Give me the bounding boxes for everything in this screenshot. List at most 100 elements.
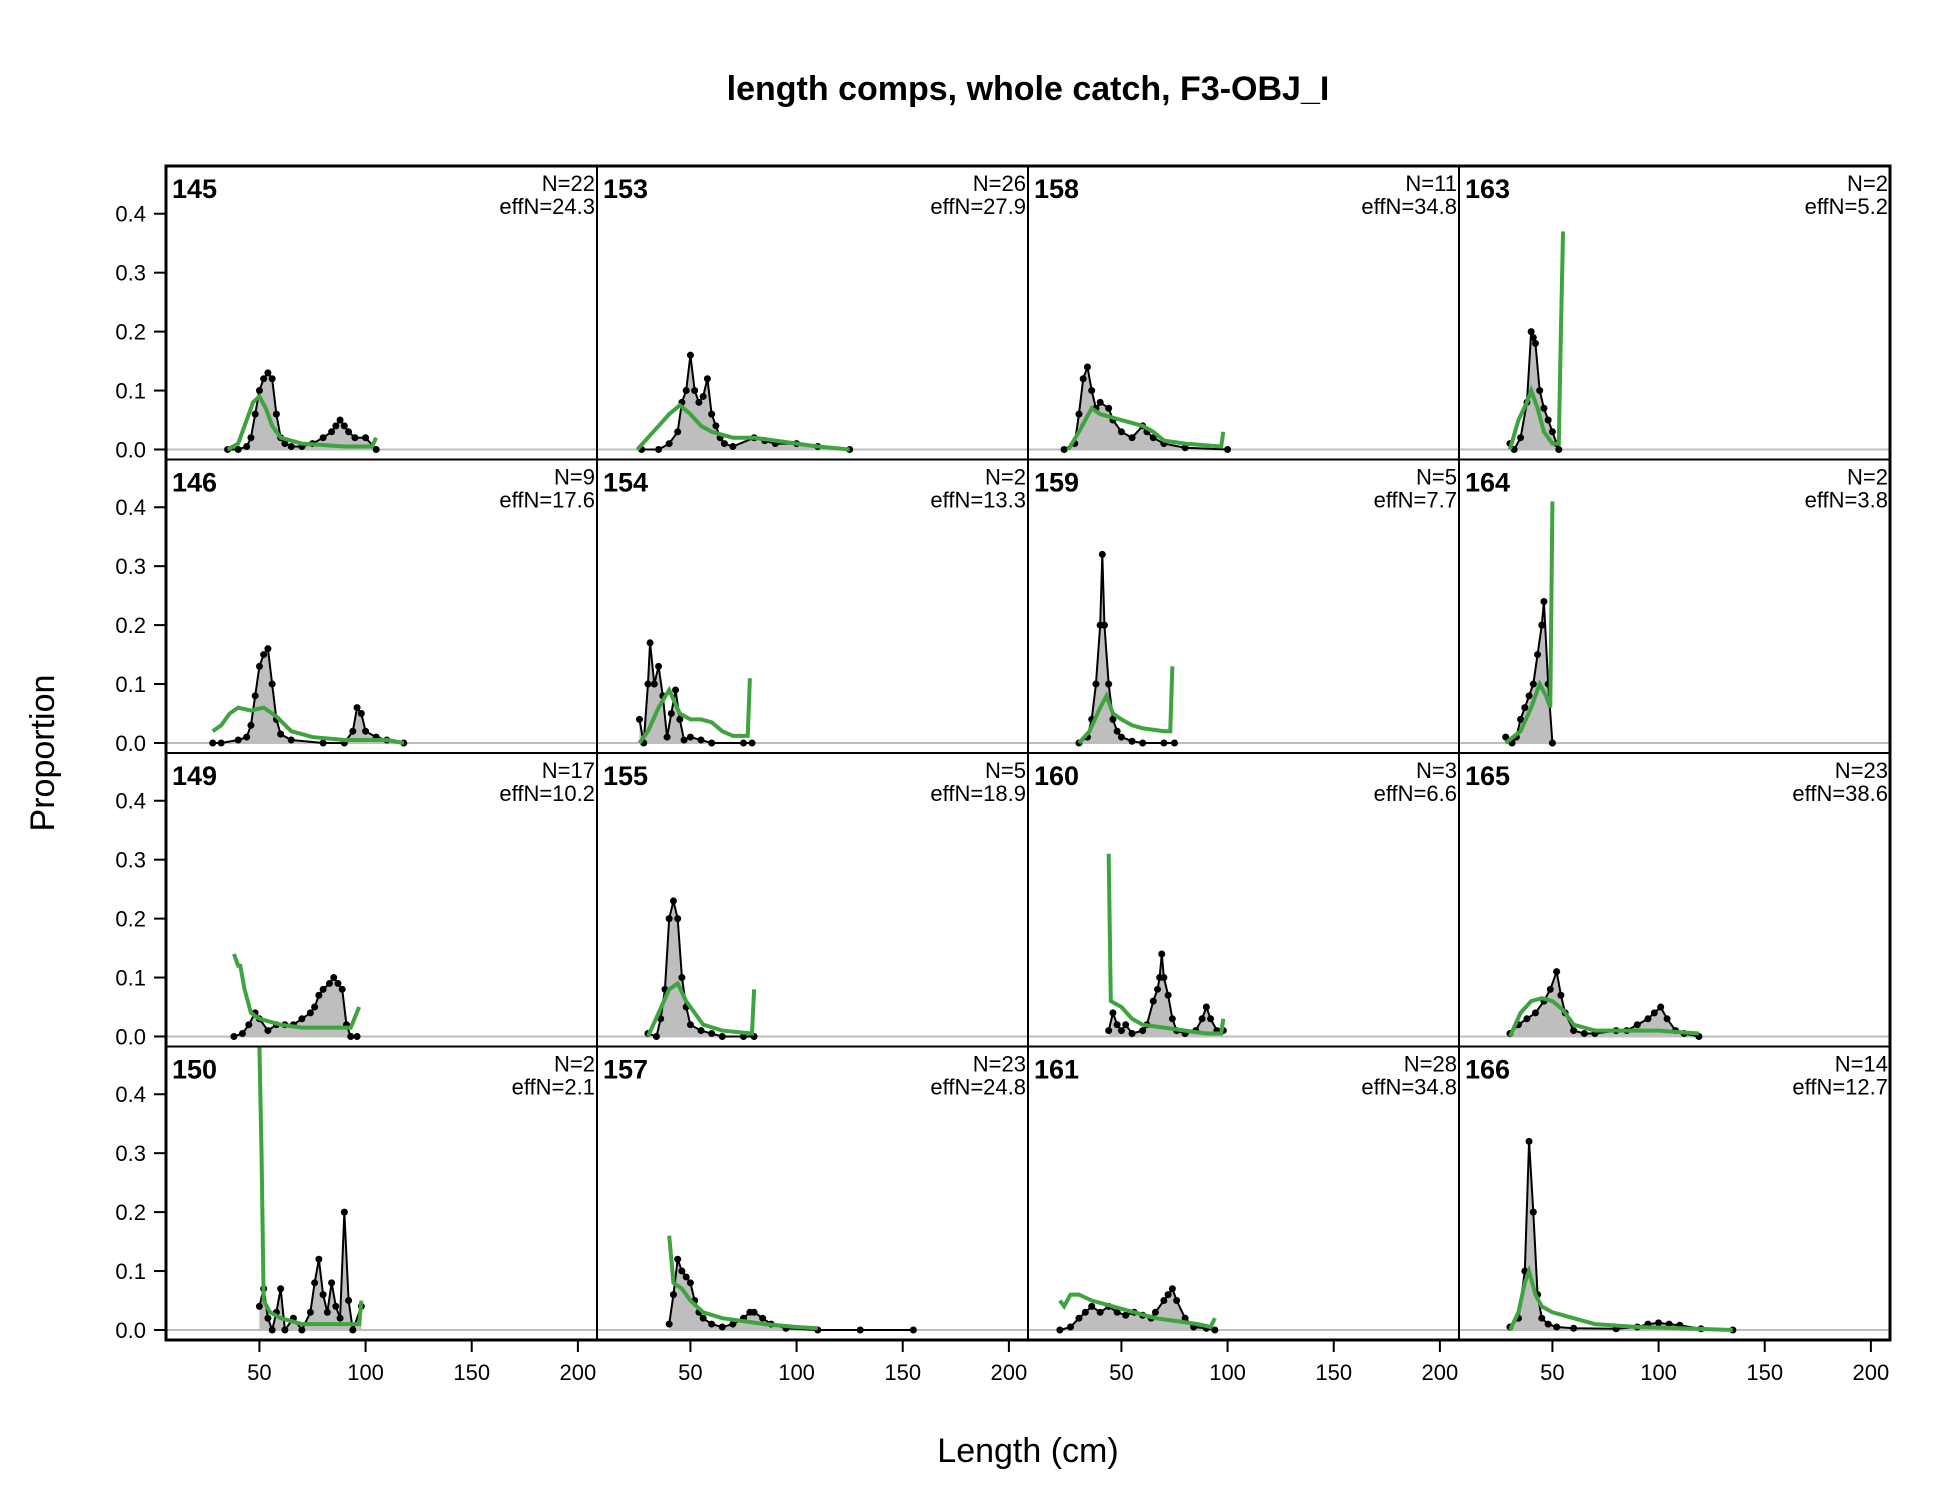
observed-point — [1149, 997, 1157, 1005]
expected-line — [635, 402, 850, 452]
panel-label: 161 — [1034, 1055, 1079, 1085]
observed-point — [1665, 1320, 1673, 1328]
observed-point — [353, 704, 361, 712]
expected-line — [1058, 1292, 1217, 1330]
observed-point — [655, 662, 663, 670]
observed-point — [699, 392, 707, 400]
expected-line — [1066, 405, 1226, 451]
observed-point — [345, 428, 353, 436]
observed-point — [1092, 680, 1100, 688]
panel-label: 157 — [603, 1055, 648, 1085]
observed-point — [1151, 1308, 1159, 1316]
panel-plot-area — [1028, 853, 1459, 1038]
observed-point — [669, 897, 677, 905]
chart-title: length comps, whole catch, F3-OBJ_I — [727, 70, 1330, 108]
x-tick-label: 200 — [1422, 1360, 1459, 1385]
panel-n: N=17 — [542, 758, 595, 783]
observed-point — [1202, 1003, 1210, 1011]
observed-point — [1538, 621, 1546, 629]
observed-point — [264, 1027, 272, 1035]
observed-point — [1207, 1015, 1215, 1023]
observed-point — [362, 727, 370, 735]
observed-point — [1580, 1030, 1588, 1038]
observed-area — [647, 900, 755, 1037]
observed-point — [330, 974, 338, 982]
observed-point — [1075, 410, 1083, 418]
panel-plot-area — [166, 953, 597, 1040]
panel-effn: effN=3.8 — [1805, 488, 1888, 513]
observed-point — [255, 662, 263, 670]
observed-point — [1655, 1319, 1663, 1327]
observed-point — [674, 915, 682, 923]
panel-n: N=14 — [1835, 1052, 1888, 1077]
panel-effn: effN=7.7 — [1374, 488, 1457, 513]
observed-point — [315, 991, 323, 999]
expected-line — [232, 953, 362, 1030]
observed-point — [1139, 739, 1147, 747]
observed-point — [1557, 991, 1565, 999]
y-tick-label: 0.4 — [115, 202, 146, 227]
observed-point — [712, 422, 720, 430]
observed-point — [646, 639, 654, 647]
observed-point — [217, 739, 225, 747]
observed-area — [1078, 554, 1175, 743]
observed-point — [1548, 739, 1556, 747]
observed-point — [669, 1291, 677, 1299]
observed-point — [298, 1015, 306, 1023]
observed-point — [1534, 651, 1542, 659]
observed-point — [682, 1273, 690, 1281]
observed-point — [1531, 339, 1539, 347]
observed-point — [1109, 715, 1117, 723]
observed-point — [349, 1326, 357, 1334]
observed-point — [340, 422, 348, 430]
panel-plot-area — [1459, 967, 1890, 1040]
observed-point — [1056, 1326, 1064, 1334]
panel-plot-area — [1459, 231, 1890, 453]
observed-point — [1198, 1015, 1206, 1023]
observed-point — [678, 1267, 686, 1275]
panel-plot-area — [1028, 550, 1459, 747]
observed-point — [238, 1030, 246, 1038]
panel-label: 165 — [1465, 761, 1510, 791]
observed-point — [347, 1032, 355, 1040]
observed-point — [277, 1285, 285, 1293]
observed-point — [1060, 445, 1068, 453]
y-tick-label: 0.0 — [115, 1024, 146, 1049]
panel-effn: effN=24.3 — [499, 194, 595, 219]
x-tick-label: 50 — [1109, 1360, 1133, 1385]
expected-line — [667, 1235, 818, 1331]
panel-n: N=2 — [985, 465, 1026, 490]
observed-point — [1160, 974, 1168, 982]
observed-point — [1536, 387, 1544, 395]
expected-line — [637, 678, 752, 745]
observed-point — [708, 410, 716, 418]
y-tick-label: 0.1 — [115, 672, 146, 697]
observed-point — [1555, 445, 1563, 453]
x-tick-label: 50 — [247, 1360, 271, 1385]
observed-point — [739, 739, 747, 747]
panel-n: N=11 — [1405, 171, 1457, 196]
observed-point — [336, 1314, 344, 1322]
x-tick-label: 200 — [991, 1360, 1028, 1385]
observed-point — [268, 375, 276, 383]
observed-point — [667, 710, 675, 718]
observed-point — [268, 680, 276, 688]
observed-area — [669, 1259, 914, 1330]
observed-point — [1544, 416, 1552, 424]
observed-point — [1570, 1027, 1578, 1035]
panel-n: N=9 — [554, 465, 595, 490]
panel-plot-area — [597, 351, 1028, 453]
observed-point — [699, 1314, 707, 1322]
observed-point — [1538, 1314, 1546, 1322]
observed-point — [372, 445, 380, 453]
observed-point — [686, 351, 694, 359]
observed-point — [357, 710, 365, 718]
observed-point — [1100, 621, 1108, 629]
observed-point — [287, 443, 295, 451]
observed-point — [1160, 1297, 1168, 1305]
panel-effn: effN=17.6 — [499, 488, 595, 513]
observed-point — [1113, 1021, 1121, 1029]
